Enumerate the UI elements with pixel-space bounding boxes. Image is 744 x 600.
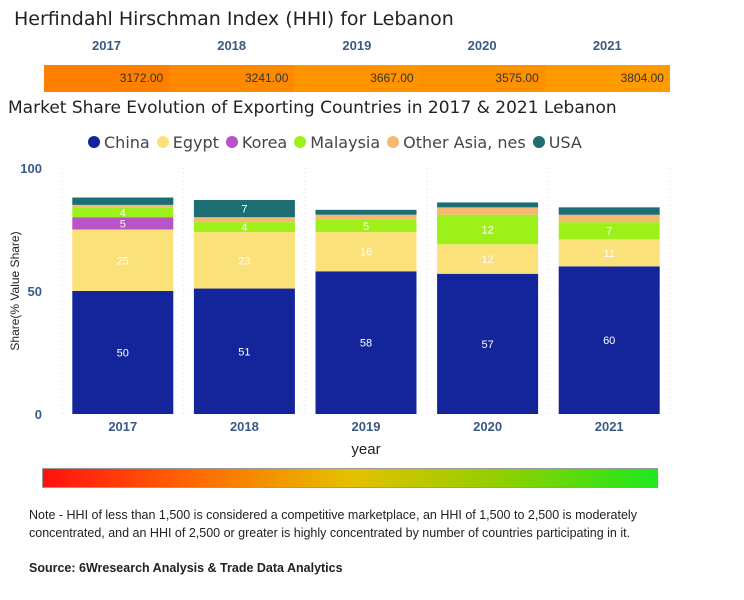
bar-segment-usa-2019 xyxy=(315,209,417,215)
legend-marker xyxy=(387,136,400,148)
y-tick-label: 50 xyxy=(28,284,42,299)
legend-item-china[interactable]: China xyxy=(88,133,150,152)
hhi-year-2020: 2020 xyxy=(467,38,497,53)
bar-segment-usa-2017 xyxy=(72,197,174,205)
data-label: 11 xyxy=(603,248,614,260)
data-label: 7 xyxy=(241,204,247,216)
bar-segment-china-2017 xyxy=(72,291,174,414)
bar-segment-malaysia-2020 xyxy=(437,214,539,245)
data-label: 4 xyxy=(241,222,247,234)
chart-legend: China Egypt Korea Malaysia Other Asia, nes US… xyxy=(88,130,589,154)
legend-label: China xyxy=(104,132,150,152)
legend-item-korea[interactable]: Korea xyxy=(225,132,288,152)
data-label: 57 xyxy=(481,339,493,351)
bar-segment-egypt-2018 xyxy=(193,231,295,289)
x-axis-label: year xyxy=(351,441,380,458)
legend-label: Malaysia xyxy=(310,132,381,152)
data-label: 4 xyxy=(120,207,126,219)
x-tick-label: 2017 xyxy=(108,419,137,434)
bar-segment-china-2021 xyxy=(558,266,660,414)
x-tick-label: 2020 xyxy=(473,419,502,434)
bar-segment-usa-2021 xyxy=(558,207,660,215)
data-label: 5 xyxy=(120,218,126,230)
y-tick-label: 0 xyxy=(35,407,42,422)
legend-label: Egypt xyxy=(172,132,219,152)
legend-marker xyxy=(88,136,100,148)
bar-segment-malaysia-2017 xyxy=(72,207,174,218)
bar-segment-other-asia-nes-2019 xyxy=(315,214,417,220)
hhi-gradient-scale xyxy=(42,468,658,488)
chart-title: Market Share Evolution of Exporting Coun… xyxy=(8,98,617,118)
hhi-title: Herfindahl Hirschman Index (HHI) for Leb… xyxy=(14,8,454,30)
data-label: 5 xyxy=(363,221,369,233)
hhi-year-2021: 2021 xyxy=(592,38,622,53)
hhi-year-2019: 2019 xyxy=(342,38,372,53)
data-label: 25 xyxy=(117,255,129,267)
bar-segment-other-asia-nes-2021 xyxy=(558,214,660,223)
x-tick-label: 2018 xyxy=(230,419,259,434)
y-axis-label: Share(% Value Share) xyxy=(8,231,22,350)
hhi-year-2017: 2017 xyxy=(92,38,121,53)
legend-item-malaysia[interactable]: Malaysia xyxy=(294,133,380,152)
bar-segment-korea-2017 xyxy=(72,217,174,230)
data-label: 12 xyxy=(481,254,493,266)
legend-marker xyxy=(532,136,545,148)
legend-item-egypt[interactable]: Egypt xyxy=(156,132,219,152)
source-text: Source: 6Wresearch Analysis & Trade Data… xyxy=(29,561,343,575)
data-label: 16 xyxy=(360,247,372,259)
hhi-value-2020: 3575.00 xyxy=(419,65,545,92)
bar-segment-egypt-2021 xyxy=(558,239,660,267)
legend-label: USA xyxy=(548,132,582,152)
hhi-year-header: 2017 2018 2019 2020 2021 xyxy=(44,38,670,58)
y-tick-label: 100 xyxy=(20,161,42,176)
hhi-value-2018: 3241.00 xyxy=(169,65,295,92)
hhi-value-bar: 3172.00 3241.00 3667.00 3575.00 3804.00 xyxy=(44,65,670,92)
data-label: 58 xyxy=(360,338,372,350)
data-label: 23 xyxy=(238,255,250,267)
legend-marker xyxy=(225,136,238,148)
bar-segment-malaysia-2019 xyxy=(315,219,417,232)
bar-segment-usa-2018 xyxy=(193,199,295,218)
bar-segment-usa-2020 xyxy=(437,202,539,208)
hhi-year-2018: 2018 xyxy=(217,38,247,53)
hhi-value-2019: 3667.00 xyxy=(294,65,420,92)
hhi-value-2021: 3804.00 xyxy=(544,65,670,92)
data-label: 60 xyxy=(603,335,615,347)
note-text: Note - HHI of less than 1,500 is conside… xyxy=(29,508,637,540)
bar-segment-egypt-2019 xyxy=(315,231,417,272)
x-tick-label: 2019 xyxy=(352,419,381,434)
legend-label: Other Asia, nes xyxy=(403,132,526,152)
bar-segment-other-asia-nes-2018 xyxy=(193,217,295,223)
bar-segment-china-2018 xyxy=(193,288,295,414)
bar-segment-egypt-2020 xyxy=(437,244,539,274)
bar-segment-china-2020 xyxy=(437,273,539,414)
bar-segment-egypt-2017 xyxy=(72,229,174,291)
legend-item-usa[interactable]: USA xyxy=(532,132,582,152)
data-label: 51 xyxy=(238,346,250,358)
bar-segment-china-2019 xyxy=(315,271,417,414)
data-label: 50 xyxy=(117,348,129,360)
data-label: 12 xyxy=(481,225,493,237)
legend-item-other-asia-nes[interactable]: Other Asia, nes xyxy=(387,133,526,152)
legend-marker xyxy=(156,136,169,148)
bar-segment-malaysia-2021 xyxy=(558,222,660,240)
bar-segment-malaysia-2018 xyxy=(193,222,295,232)
bar-segment-other-asia-nes-2020 xyxy=(437,207,539,215)
x-tick-label: 2021 xyxy=(595,419,624,434)
legend-marker xyxy=(294,136,307,148)
data-label: 7 xyxy=(606,226,612,238)
legend-label: Korea xyxy=(241,132,288,152)
bar-segment-other-asia-nes-2017 xyxy=(72,204,174,208)
hhi-value-2017: 3172.00 xyxy=(44,65,170,92)
